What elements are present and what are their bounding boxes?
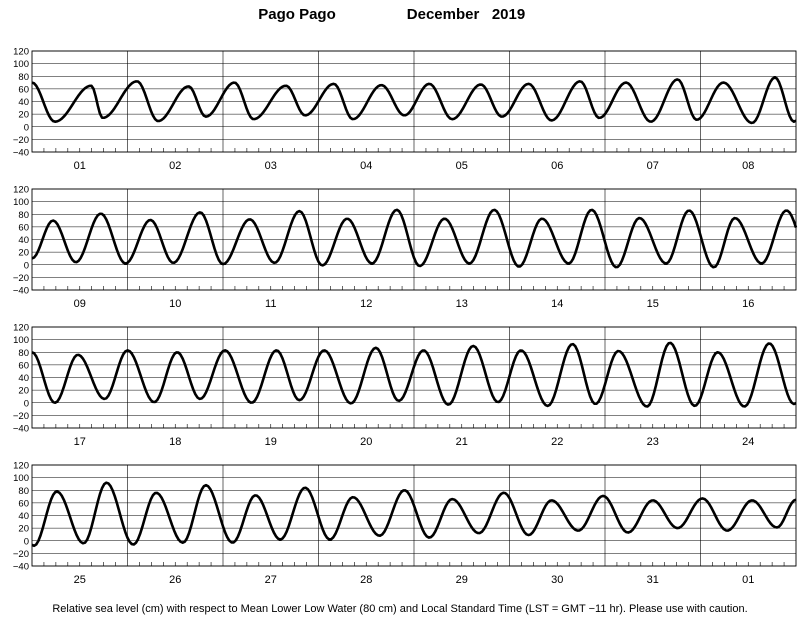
day-label: 01	[742, 574, 754, 586]
y-tick-label: −20	[13, 411, 29, 422]
y-tick-label: −40	[13, 148, 29, 159]
y-tick-label: 40	[18, 235, 29, 246]
y-tick-label: 80	[18, 348, 29, 359]
y-tick-label: 60	[18, 222, 29, 233]
y-tick-label: 80	[18, 72, 29, 83]
y-tick-label: 0	[24, 122, 29, 133]
y-tick-label: 0	[24, 260, 29, 271]
chart-title-location: Pago Pago	[258, 6, 336, 23]
day-label: 02	[169, 160, 181, 172]
y-tick-label: 20	[18, 110, 29, 121]
y-tick-label: −40	[13, 562, 29, 573]
day-label: 16	[742, 298, 754, 310]
y-tick-label: −20	[13, 273, 29, 284]
y-tick-label: 0	[24, 536, 29, 547]
y-tick-label: −20	[13, 549, 29, 560]
day-label: 23	[647, 436, 659, 448]
y-tick-label: 60	[18, 84, 29, 95]
day-label: 03	[265, 160, 277, 172]
y-tick-label: −40	[13, 424, 29, 435]
y-tick-label: 0	[24, 398, 29, 409]
y-tick-label: 120	[13, 185, 29, 196]
day-label: 25	[74, 574, 86, 586]
day-label: 09	[74, 298, 86, 310]
day-label: 05	[456, 160, 468, 172]
y-tick-label: 40	[18, 97, 29, 108]
y-tick-label: 60	[18, 498, 29, 509]
y-tick-label: 80	[18, 210, 29, 221]
day-label: 29	[456, 574, 468, 586]
day-label: 04	[360, 160, 372, 172]
day-label: 07	[647, 160, 659, 172]
y-tick-label: 20	[18, 524, 29, 535]
day-label: 15	[647, 298, 659, 310]
chart-caption: Relative sea level (cm) with respect to …	[52, 603, 747, 615]
day-label: 30	[551, 574, 563, 586]
day-label: 17	[74, 436, 86, 448]
day-label: 01	[74, 160, 86, 172]
day-label: 31	[647, 574, 659, 586]
y-tick-label: 80	[18, 486, 29, 497]
y-tick-label: 100	[13, 335, 29, 346]
day-label: 13	[456, 298, 468, 310]
y-tick-label: 100	[13, 473, 29, 484]
tide-curve	[31, 481, 797, 548]
day-label: 27	[265, 574, 277, 586]
y-tick-label: 40	[18, 511, 29, 522]
day-label: 26	[169, 574, 181, 586]
day-label: 06	[551, 160, 563, 172]
y-tick-label: −40	[13, 286, 29, 297]
day-label: 14	[551, 298, 563, 310]
tide-curve	[31, 341, 797, 408]
day-label: 08	[742, 160, 754, 172]
day-label: 18	[169, 436, 181, 448]
day-label: 28	[360, 574, 372, 586]
day-label: 12	[360, 298, 372, 310]
y-tick-label: 40	[18, 373, 29, 384]
day-label: 20	[360, 436, 372, 448]
y-tick-label: −20	[13, 135, 29, 146]
y-tick-label: 100	[13, 59, 29, 70]
y-tick-label: 120	[13, 323, 29, 334]
day-label: 22	[551, 436, 563, 448]
y-tick-label: 120	[13, 47, 29, 58]
day-label: 24	[742, 436, 754, 448]
y-tick-label: 120	[13, 461, 29, 472]
chart-title-date: December 2019	[407, 6, 525, 23]
tide-curve	[31, 76, 797, 125]
day-label: 11	[265, 298, 276, 310]
day-label: 10	[169, 298, 181, 310]
day-label: 21	[456, 436, 468, 448]
y-tick-label: 20	[18, 386, 29, 397]
tide-curve	[31, 208, 798, 269]
y-tick-label: 20	[18, 248, 29, 259]
y-tick-label: 100	[13, 197, 29, 208]
y-tick-label: 60	[18, 360, 29, 371]
day-label: 19	[265, 436, 277, 448]
